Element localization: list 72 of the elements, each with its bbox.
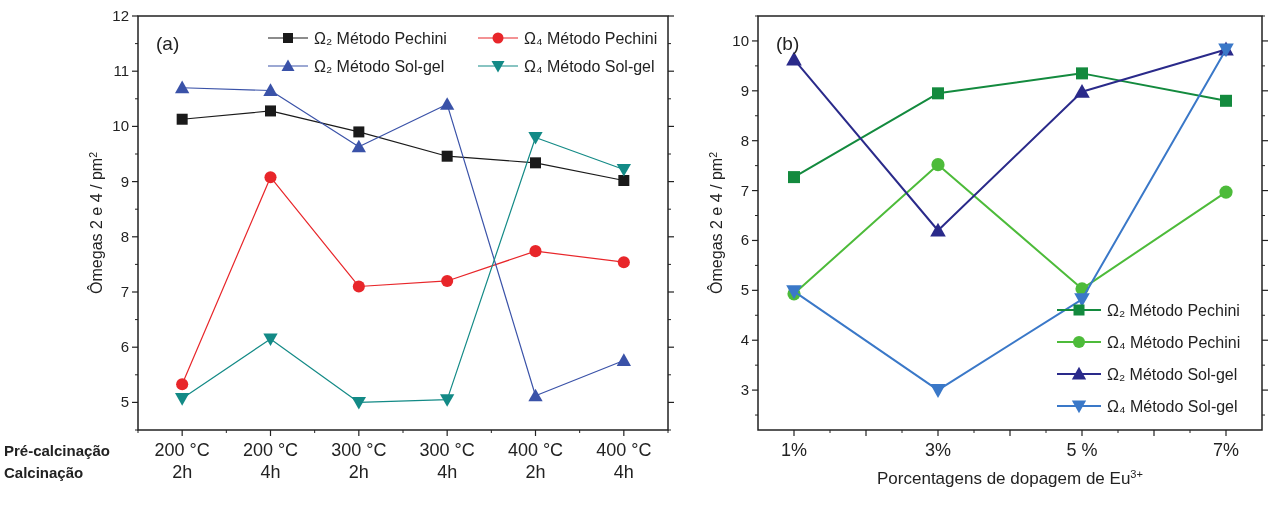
x-tick-label: 7% [1212,440,1240,460]
point [930,384,946,398]
point [352,280,365,293]
y-tick-label: 11 [113,62,129,80]
point [528,388,543,402]
point [1074,84,1090,98]
legend-label: Ω₄ Método Pechini [1107,334,1241,351]
y-tick-label: 8 [120,227,129,245]
point [440,97,455,110]
y-tick-label: 6 [740,231,749,249]
y-tick-label: 9 [120,172,129,190]
y-tick-label: 5 [120,393,129,411]
annotation: (a) [156,33,180,54]
y-tick-label: 10 [732,31,749,49]
point [264,171,277,184]
point [263,83,278,97]
point [1220,94,1232,107]
point [932,87,944,100]
x-tick-label: 300 °C 2h [331,440,387,482]
point [175,393,190,406]
x-tick-label: 5 % [1066,440,1098,460]
x-tick-label: 200 °C 2h [154,440,210,482]
point [618,175,630,186]
x-tick-label: 200 °C 4h [242,440,299,482]
point [930,222,946,237]
point [617,256,630,269]
point [616,353,631,366]
y-tick-label: 9 [740,81,749,99]
legend-label: Ω₂ Método Sol-gel [314,58,445,75]
text: Pré-calcinação [4,442,110,459]
point [528,131,543,145]
y-tick-label: 6 [120,338,129,356]
x-tick-label: 300 °C 4h [419,440,475,482]
x-tick-label: 1% [780,440,808,460]
point [351,396,366,410]
point [1076,67,1088,80]
x-axis-title: Porcentagens de dopagem de Eu$^{3+}$ [877,468,1143,488]
x-tick-label: 3% [924,440,952,460]
point [175,80,190,94]
point [616,163,631,177]
y-tick-label: 4 [740,331,749,349]
y-tick-label: 5 [740,281,749,299]
point [441,150,453,162]
legend-label: Ω₂ Método Pechini [1107,302,1240,319]
x-tick-label: 400 °C 4h [596,440,652,482]
point [265,105,276,117]
point [353,126,365,138]
annotation: (b) [776,33,800,54]
y-tick-label: 7 [740,181,749,199]
text: Calcinação [4,464,84,481]
y-tick-label: 8 [740,131,749,149]
legend-label: Ω₄ Método Sol-gel [524,58,655,75]
legend-label: Ω₂ Método Pechini [314,30,447,47]
point [1219,185,1233,199]
point [176,113,188,125]
point [931,158,945,172]
point [263,333,278,347]
point [176,378,189,391]
point [351,139,366,153]
legend-label: Ω₂ Método Sol-gel [1107,366,1238,383]
point [440,394,455,407]
legend-label: Ω₄ Método Pechini [524,30,658,47]
legend-label: Ω₄ Método Sol-gel [1107,398,1238,415]
y-tick-label: 12 [112,7,129,24]
y-tick-label: 7 [120,283,129,300]
x-tick-label: 400 °C 2h [507,440,564,482]
y-tick-label: 3 [740,381,749,399]
y-tick-label: 10 [112,117,129,135]
point [788,171,800,184]
point [441,274,454,288]
point [529,245,542,258]
point [530,157,541,169]
